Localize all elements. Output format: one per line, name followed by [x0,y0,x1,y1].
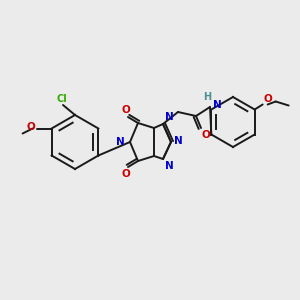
Text: O: O [264,94,272,103]
Text: N: N [165,112,174,122]
Text: N: N [165,161,174,171]
Text: O: O [27,122,36,133]
Text: N: N [116,137,125,147]
Text: O: O [202,130,211,140]
Text: H: H [203,92,211,102]
Text: O: O [122,169,130,179]
Text: O: O [122,105,130,115]
Text: N: N [174,136,183,146]
Text: N: N [213,100,222,110]
Text: Cl: Cl [57,94,68,104]
